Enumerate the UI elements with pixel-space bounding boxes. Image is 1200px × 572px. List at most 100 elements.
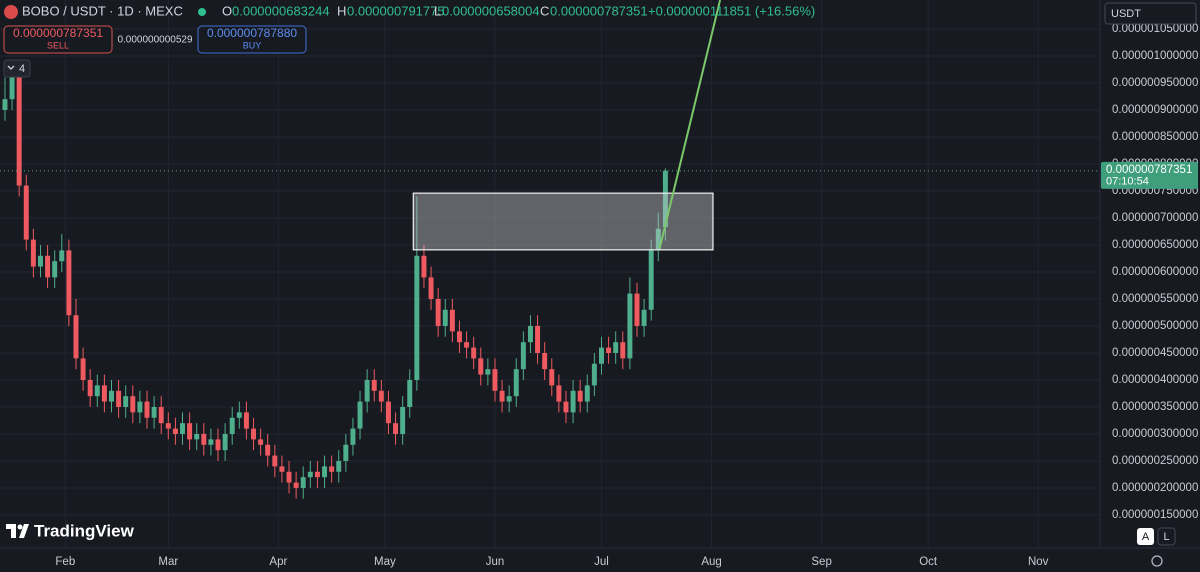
candle-body xyxy=(180,423,185,434)
candle-body xyxy=(456,331,462,343)
candle-body xyxy=(236,412,242,418)
y-tick-label: 0.000000850000 xyxy=(1112,131,1198,143)
candle-body xyxy=(549,369,555,386)
candle-body xyxy=(45,255,51,278)
status-dot xyxy=(198,8,206,16)
button-label: A xyxy=(1142,531,1150,543)
candle-body xyxy=(485,369,491,375)
candle-body xyxy=(364,379,370,402)
candle-body xyxy=(258,439,264,445)
candle-body xyxy=(272,455,278,467)
candle-body xyxy=(641,309,647,326)
ohlc-value: 0.000000787351 xyxy=(550,3,648,18)
candle-body xyxy=(378,390,384,402)
candle-body xyxy=(520,342,526,370)
sell-label: SELL xyxy=(47,40,69,50)
range-box xyxy=(412,192,714,251)
candle-body xyxy=(591,363,597,386)
y-tick-label: 0.000000600000 xyxy=(1112,266,1198,278)
candle-body xyxy=(584,385,590,402)
y-tick-label: 0.000000250000 xyxy=(1112,455,1198,467)
countdown: 07:10:54 xyxy=(1106,176,1149,188)
candle-body xyxy=(109,390,114,402)
log-scale-button[interactable] xyxy=(1157,527,1176,546)
candle-body xyxy=(151,406,157,418)
candle-body xyxy=(23,185,29,240)
candle-body xyxy=(137,401,143,413)
candle-body xyxy=(535,325,541,353)
y-tick-label: 0.000000450000 xyxy=(1112,347,1198,359)
candle-body xyxy=(471,347,477,359)
candle-body xyxy=(208,439,214,445)
indicator-toggle[interactable] xyxy=(3,59,31,78)
candle-body xyxy=(357,401,363,429)
candle-body xyxy=(172,428,178,434)
candle-body xyxy=(563,401,569,413)
buy-price: 0.000000787880 xyxy=(207,26,297,40)
candle-body xyxy=(322,466,328,478)
last-price-badge xyxy=(1101,161,1198,189)
ohlc-value: 0.000000658004 xyxy=(442,3,540,18)
ohlc-label: H xyxy=(337,3,346,18)
candle-body xyxy=(634,293,640,326)
trend-line xyxy=(658,0,722,249)
candle-body xyxy=(116,390,122,407)
settings-icon[interactable] xyxy=(1151,555,1163,567)
candle-body xyxy=(194,433,200,440)
candle-body xyxy=(215,439,221,451)
candle-body xyxy=(492,369,498,391)
button-label: L xyxy=(1163,531,1169,543)
candle-body xyxy=(655,228,661,251)
y-tick-label: 0.000000150000 xyxy=(1112,509,1198,521)
y-tick-label: 0.000000300000 xyxy=(1112,428,1198,440)
sell-button[interactable] xyxy=(3,25,113,54)
currency-select[interactable] xyxy=(1104,2,1197,25)
candle-body xyxy=(123,396,129,407)
symbol[interactable]: BOBO / USDT · 1D · MEXC xyxy=(22,3,183,18)
candle-body xyxy=(385,401,391,424)
auto-scale-button[interactable] xyxy=(1137,528,1154,545)
y-tick-label: 0.000000950000 xyxy=(1112,77,1198,89)
candle-body xyxy=(251,428,257,440)
logo-icon xyxy=(17,524,23,530)
symbol-icon xyxy=(4,5,18,19)
candle-body xyxy=(187,423,193,440)
last-price-label: 0.000000787351 xyxy=(1106,164,1192,176)
candle-body xyxy=(336,460,342,472)
sell-price: 0.000000787351 xyxy=(13,26,103,40)
y-tick-label: 0.000000700000 xyxy=(1112,212,1198,224)
spread: 0.000000000529 xyxy=(117,35,193,46)
candle-body xyxy=(350,428,356,445)
candle-body xyxy=(243,412,249,429)
candle-body xyxy=(59,250,65,262)
candle-body xyxy=(435,298,441,326)
x-tick-label: Apr xyxy=(269,556,287,568)
y-tick-label: 0.000000550000 xyxy=(1112,293,1198,305)
candle-body xyxy=(449,309,455,332)
candle-body xyxy=(499,390,505,402)
buy-label: BUY xyxy=(243,40,262,50)
candle-body xyxy=(606,347,612,353)
buy-button[interactable] xyxy=(197,25,307,54)
candle-body xyxy=(598,347,604,364)
candle-body xyxy=(307,471,313,478)
candle-body xyxy=(158,406,164,424)
x-tick-label: Aug xyxy=(701,556,721,568)
candle-body xyxy=(73,315,79,359)
candle-body xyxy=(506,396,512,402)
x-tick-label: Feb xyxy=(55,556,75,568)
candle-body xyxy=(662,170,668,228)
y-tick-label: 0.000000200000 xyxy=(1112,482,1198,494)
candle-body xyxy=(648,250,654,310)
x-tick-label: Jun xyxy=(486,556,505,568)
candle-body xyxy=(527,325,533,343)
candle-body xyxy=(421,255,427,278)
candle-body xyxy=(80,358,86,380)
candle-body xyxy=(87,379,93,397)
x-tick-label: May xyxy=(374,556,396,568)
ohlc-value: 0.000000791775 xyxy=(347,3,445,18)
chevron xyxy=(7,65,15,70)
candle-body xyxy=(165,423,171,429)
